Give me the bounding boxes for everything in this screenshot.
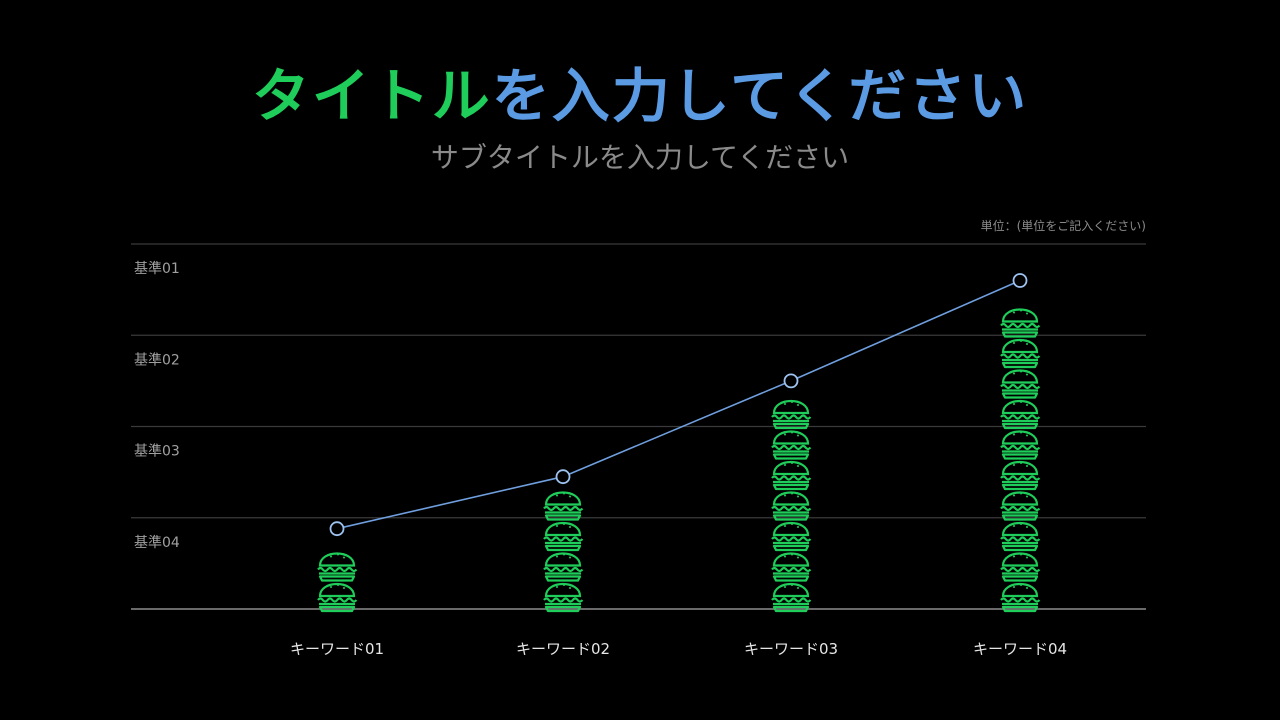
page-subtitle: サブタイトルを入力してください <box>430 141 850 174</box>
page-title: タイトルを入力してください <box>0 58 1280 134</box>
trend-line <box>336 279 1021 530</box>
hamburger-icon <box>542 552 584 582</box>
hamburger-icon <box>770 582 812 613</box>
y-reference-label: 基準03 <box>134 443 180 460</box>
hamburger-icon <box>999 308 1041 338</box>
hamburger-icon <box>999 338 1041 369</box>
hamburger-icon <box>542 582 584 613</box>
hamburger-icon <box>999 399 1041 430</box>
hamburger-icon <box>542 521 584 552</box>
hamburger-icon <box>316 582 358 613</box>
y-reference-label: 基準01 <box>134 260 180 277</box>
hamburger-icon <box>999 430 1041 460</box>
bar <box>542 491 584 613</box>
x-tick-label: キーワード04 <box>973 640 1067 658</box>
hamburger-icon <box>770 430 812 460</box>
bar <box>316 552 358 613</box>
x-tick-label: キーワード03 <box>744 640 838 658</box>
hamburger-icon <box>542 491 584 521</box>
line-point <box>783 373 799 389</box>
line-point <box>1012 273 1028 288</box>
hamburger-icon <box>770 491 812 521</box>
hamburger-icon <box>999 369 1041 399</box>
unit-note: 単位：(単位をご記入ください) <box>981 218 1146 233</box>
title-rest: を入力してください <box>491 62 1029 130</box>
hamburger-icon <box>999 552 1041 582</box>
hamburger-icon <box>770 521 812 552</box>
line-point <box>555 469 571 485</box>
x-tick-label: キーワード01 <box>290 640 384 658</box>
y-reference-label: 基準04 <box>134 534 180 551</box>
hamburger-icon <box>316 552 358 582</box>
x-tick-label: キーワード02 <box>516 640 610 658</box>
title-highlight: タイトル <box>251 62 492 130</box>
hamburger-icon <box>999 491 1041 521</box>
hamburger-icon <box>999 521 1041 552</box>
hamburger-icon <box>999 460 1041 491</box>
bar <box>770 399 812 613</box>
y-reference-label: 基準02 <box>134 351 180 368</box>
bar <box>999 308 1041 613</box>
line-point <box>329 521 345 537</box>
hamburger-icon <box>770 552 812 582</box>
hamburger-icon <box>770 399 812 430</box>
hamburger-icon <box>770 460 812 491</box>
hamburger-icon <box>999 582 1041 613</box>
